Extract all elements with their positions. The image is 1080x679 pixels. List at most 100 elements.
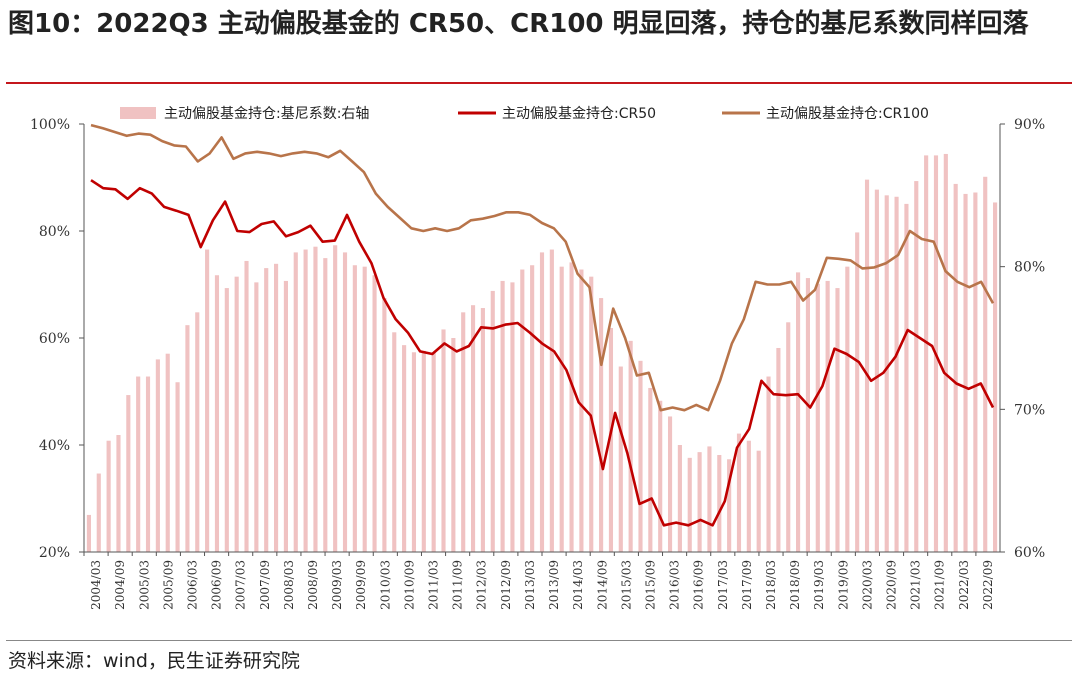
x-tick-label: 2020/03 [860,560,874,610]
gini-bar [697,452,702,552]
gini-bar [293,252,298,552]
gini-bar [145,376,151,552]
left-tick-label: 20% [39,545,70,561]
gini-bar [333,245,338,552]
x-tick-label: 2013/09 [547,560,561,610]
gini-bar [539,252,545,552]
x-tick-label: 2009/03 [330,560,344,610]
gini-bar [392,332,397,552]
x-tick-label: 2014/09 [595,560,609,610]
gini-bar [736,433,742,552]
gini-bar [510,282,515,552]
gini-bar [963,193,968,552]
x-tick-label: 2016/09 [692,560,706,610]
x-tick-label: 2009/09 [354,560,368,610]
gini-bar [717,454,722,552]
gini-bar [165,353,170,552]
chart-title: 图10：2022Q3 主动偏股基金的 CR50、CR100 明显回落，持仓的基尼… [8,9,1029,39]
gini-bar [126,395,131,552]
legend-swatch-gini [120,107,156,119]
gini-bar [658,400,663,552]
left-tick-label: 40% [39,438,70,454]
gini-bar [431,352,436,552]
gini-bar [618,366,623,552]
x-tick-label: 2013/03 [523,560,537,610]
left-tick-label: 60% [39,331,70,347]
gini-bar [175,382,180,552]
x-tick-label: 2018/03 [764,560,778,610]
gini-bar [86,514,91,552]
gini-bar [648,387,653,552]
gini-bar [874,189,879,553]
gini-bar [323,258,328,552]
gini-bar [628,340,633,552]
x-tick-label: 2015/09 [643,560,657,610]
gini-bar [441,329,446,552]
gini-bar [993,202,998,552]
gini-bar [973,192,978,553]
gini-bar [549,249,554,552]
x-tick-label: 2011/09 [451,560,465,610]
x-tick-label: 2008/09 [306,560,320,610]
x-tick-label: 2021/09 [933,560,947,610]
gini-bar [756,450,761,552]
gini-bar [983,176,988,552]
gini-bar [244,260,249,552]
gini-bar [234,276,239,552]
legend-label: 主动偏股基金持仓:CR50 [502,105,656,122]
gini-bar [746,440,751,552]
gini-bar [106,440,111,552]
gini-bar [845,266,850,552]
gini-bar [855,232,860,552]
right-tick-label: 90% [1014,117,1045,133]
gini-bars [86,153,998,553]
gini-bar [470,305,476,552]
gini-bar [313,246,318,552]
x-tick-label: 2010/03 [378,560,392,610]
x-tick-label: 2012/03 [475,560,489,610]
gini-bar [490,290,495,552]
gini-bar [864,179,870,552]
gini-bar [402,345,407,552]
gini-bar [451,338,456,552]
x-tick-label: 2012/09 [499,560,513,610]
gini-bar [530,265,535,552]
gini-bar [599,298,604,552]
gini-bar [283,280,288,552]
gini-bar [687,457,692,552]
x-tick-label: 2017/09 [740,560,754,610]
gini-bar [214,275,220,552]
gini-bar [884,195,889,553]
gini-bar [96,473,101,552]
legend-label: 主动偏股基金持仓:CR100 [766,105,929,122]
chart-canvas: 20% 40% 60% 80% 100% 60% 70% 80% 90% 2004/03 2004/… [30,105,1045,610]
gini-bar [500,280,505,552]
x-tick-label: 2014/03 [571,560,585,610]
gini-bar [943,153,948,552]
gini-bar [382,298,387,552]
left-tick-label: 80% [39,224,70,240]
gini-bar [264,268,269,552]
gini-bar [805,278,811,552]
x-tick-label: 2005/03 [137,560,151,610]
gini-bar [825,280,830,552]
gini-bar [677,445,682,552]
x-tick-label: 2008/03 [282,560,296,610]
cr50-line [90,179,995,527]
x-tick-label: 2022/09 [981,560,995,610]
x-tick-label: 2006/03 [185,560,199,610]
gini-bar [953,183,958,553]
gini-bar [638,360,643,552]
gini-bar [185,325,190,552]
x-tick-label: 2007/03 [234,560,248,610]
x-tick-label: 2021/03 [909,560,923,610]
x-tick-label: 2005/09 [161,560,175,610]
x-tick-label: 2019/03 [812,560,826,610]
source-note: 资料来源：wind，民生证券研究院 [8,650,300,672]
x-tick-label: 2004/09 [113,560,127,610]
axes: 20% 40% 60% 80% 100% 60% 70% 80% 90% 2004/03 2004/… [30,117,1045,610]
right-tick-label: 80% [1014,260,1045,276]
gini-bar [254,282,259,552]
gini-bar [342,252,348,552]
gini-bar [835,288,840,552]
